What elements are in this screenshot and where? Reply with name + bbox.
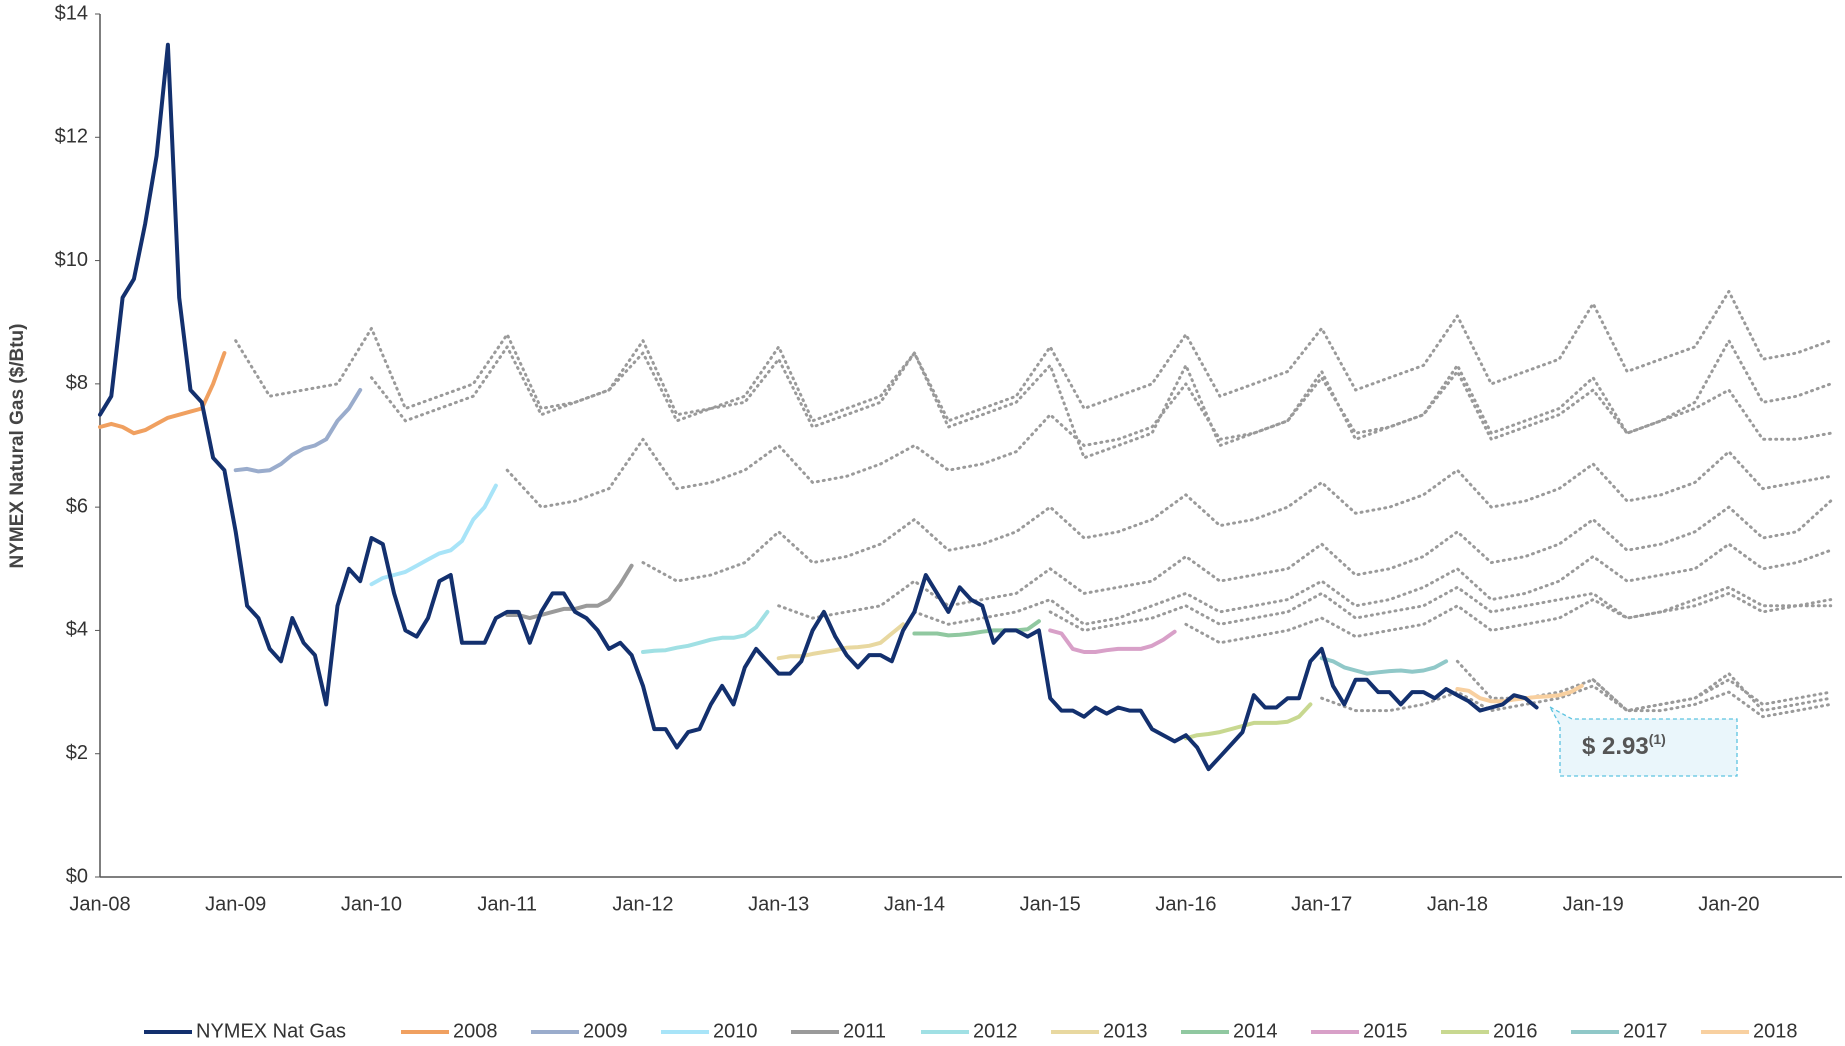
y-tick-label: $14 — [55, 2, 88, 24]
annotation-note: (1) — [1649, 731, 1666, 747]
price-line — [98, 42, 1539, 772]
forward-curve — [1048, 585, 1833, 632]
strip-line — [1183, 702, 1313, 741]
x-tick-label: Jan-17 — [1291, 893, 1352, 915]
y-tick-label: $8 — [66, 372, 88, 394]
annotation-text: $ 2.93(1) — [1582, 731, 1666, 761]
forward-curve — [1591, 678, 1833, 719]
y-axis-title: NYMEX Natural Gas ($/Btu) — [7, 324, 28, 569]
strip-line — [1319, 656, 1449, 676]
x-tick-label: Jan-08 — [69, 893, 130, 915]
legend-label: 2018 — [1753, 1020, 1798, 1042]
x-tick-label: Jan-14 — [884, 893, 945, 915]
forward-curve — [1320, 678, 1833, 713]
x-tick-label: Jan-11 — [477, 893, 537, 915]
strip-line — [641, 609, 770, 654]
annotation-value: $ 2.93 — [1582, 733, 1649, 760]
legend-label: 2011 — [843, 1020, 886, 1042]
y-tick-label: $10 — [55, 249, 88, 271]
strip-line — [1455, 683, 1584, 704]
forward-curve — [234, 289, 1833, 423]
legend-label: 2012 — [973, 1020, 1018, 1042]
legend-label: 2010 — [713, 1020, 758, 1042]
x-tick-label: Jan-19 — [1563, 893, 1624, 915]
forward-curve — [505, 370, 1833, 509]
strip-line — [505, 563, 634, 621]
x-tick-label: Jan-16 — [1155, 893, 1216, 915]
y-tick-label: $4 — [66, 619, 88, 641]
annotation: $ 2.93(1) — [1548, 705, 1738, 777]
y-tick-label: $6 — [66, 495, 88, 517]
legend-label: 2008 — [453, 1020, 498, 1042]
legend-label: 2015 — [1363, 1020, 1408, 1042]
forward-curve — [370, 339, 1833, 460]
x-tick-label: Jan-15 — [1020, 893, 1081, 915]
strip-line — [369, 483, 498, 587]
x-tick-label: Jan-18 — [1427, 893, 1488, 915]
forward-curve — [641, 450, 1833, 583]
y-tick-label: $0 — [66, 865, 88, 887]
x-tick-label: Jan-10 — [341, 893, 402, 915]
legend-label: 2016 — [1493, 1020, 1538, 1042]
strip-line — [233, 388, 363, 474]
forward-curve — [777, 499, 1833, 620]
annotation-box — [1548, 705, 1738, 777]
x-tick-label: Jan-09 — [205, 893, 266, 915]
legend-label: 2017 — [1623, 1020, 1668, 1042]
x-tick-label: Jan-20 — [1698, 893, 1759, 915]
legend-label: NYMEX Nat Gas — [196, 1020, 346, 1042]
legend-label: 2009 — [583, 1020, 628, 1042]
forward-curve — [1184, 591, 1833, 645]
strip-line — [776, 622, 906, 661]
legend-label: 2013 — [1103, 1020, 1148, 1042]
x-tick-label: Jan-13 — [748, 893, 809, 915]
strip-line — [1048, 628, 1177, 654]
legend-label: 2014 — [1233, 1020, 1278, 1042]
y-tick-label: $12 — [55, 126, 88, 148]
forward-curve — [912, 542, 1833, 626]
y-tick-label: $2 — [66, 742, 88, 764]
x-tick-label: Jan-12 — [612, 893, 673, 915]
